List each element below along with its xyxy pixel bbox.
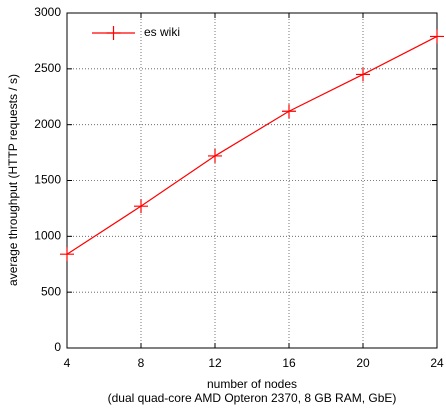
- point-marker: [356, 67, 370, 82]
- y-tick-label: 0: [54, 340, 61, 354]
- point-marker: [134, 199, 148, 214]
- x-tick-label: 8: [138, 356, 145, 370]
- series-line: [66, 35, 438, 255]
- x-tick-label: 4: [64, 356, 71, 370]
- plot-frame: [66, 12, 438, 349]
- x-axis-note: (dual quad-core AMD Opteron 2370, 8 GB R…: [108, 391, 397, 405]
- y-tick-label: 1500: [34, 173, 61, 187]
- x-axis-label: number of nodes: [207, 377, 297, 391]
- legend-marker: [106, 26, 121, 40]
- y-tick-label: 500: [41, 284, 61, 298]
- point-marker: [60, 247, 74, 262]
- legend-label: es wiki: [144, 25, 180, 39]
- point-marker: [430, 29, 444, 44]
- y-tick-label: 2000: [34, 117, 61, 131]
- y-axis-label: average throughput (HTTP requests / s): [6, 74, 20, 286]
- y-tick-label: 2500: [34, 61, 61, 75]
- point-marker: [282, 104, 296, 119]
- x-tick-label: 24: [430, 356, 444, 370]
- x-tick-label: 20: [356, 356, 370, 370]
- x-tick-label: 12: [208, 356, 222, 370]
- x-tick-label: 16: [282, 356, 296, 370]
- point-marker: [208, 148, 222, 163]
- y-tick-label: 1000: [34, 229, 61, 243]
- y-tick-label: 3000: [34, 5, 61, 19]
